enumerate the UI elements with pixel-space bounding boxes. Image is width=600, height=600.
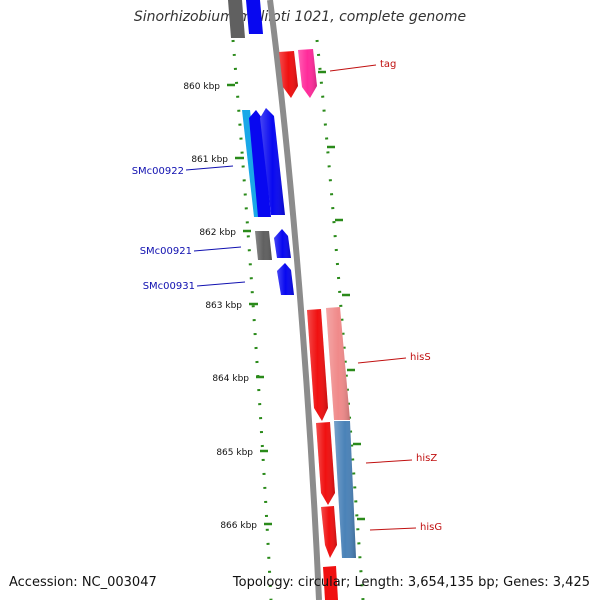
gene-top-gray[interactable] bbox=[228, 0, 245, 38]
tick-865: 865 kbp bbox=[216, 448, 268, 458]
gene-SMc00931-blue[interactable] bbox=[277, 263, 294, 295]
label-SMc00922[interactable]: SMc00922 bbox=[132, 165, 234, 177]
tick-864: 864 kbp bbox=[212, 374, 264, 384]
genome-backbone bbox=[267, 0, 322, 600]
gene-label: SMc00922 bbox=[132, 166, 184, 177]
gene-label: SMc00921 bbox=[140, 246, 192, 257]
gene-bottom-red[interactable] bbox=[323, 566, 338, 600]
gene-label: tag bbox=[380, 59, 396, 70]
label-hisG[interactable]: hisG bbox=[369, 522, 442, 533]
gene-top-blue[interactable] bbox=[246, 0, 263, 34]
gene-hisG-red[interactable] bbox=[321, 506, 337, 558]
gene-label: hisG bbox=[420, 522, 442, 533]
gene-label: hisS bbox=[410, 352, 431, 363]
tick-label: 861 kbp bbox=[191, 155, 228, 165]
tick-866: 866 kbp bbox=[220, 521, 272, 531]
tick-860: 860 kbp bbox=[183, 82, 235, 92]
gene-SMc00922-blue[interactable] bbox=[249, 110, 271, 217]
tick-label: 863 kbp bbox=[205, 301, 242, 311]
tick-label: 860 kbp bbox=[183, 82, 220, 92]
gene-SMc00921-gray[interactable] bbox=[255, 231, 272, 260]
tick-label: 866 kbp bbox=[220, 521, 257, 531]
gene-hisS-red[interactable] bbox=[307, 309, 328, 421]
tick-label: 862 kbp bbox=[199, 228, 236, 238]
label-hisZ[interactable]: hisZ bbox=[365, 453, 437, 464]
genome-title: Sinorhizobium meliloti 1021, complete ge… bbox=[133, 9, 467, 25]
label-SMc00931[interactable]: SMc00931 bbox=[143, 281, 246, 292]
accession-text: Accession: NC_003047 bbox=[9, 575, 157, 590]
label-hisS[interactable]: hisS bbox=[357, 352, 431, 364]
genome-stats-text: Topology: circular; Length: 3,654,135 bp… bbox=[232, 575, 590, 590]
right-ticks bbox=[318, 70, 365, 521]
gene-tag-red[interactable] bbox=[279, 51, 298, 98]
gene-tag-pink[interactable] bbox=[298, 49, 317, 98]
gene-hisS-light-red[interactable] bbox=[326, 307, 350, 420]
gene-label: SMc00931 bbox=[143, 281, 195, 292]
right-dotted-guide bbox=[315, 39, 365, 600]
tick-863: 863 kbp bbox=[205, 301, 258, 311]
label-SMc00921[interactable]: SMc00921 bbox=[140, 246, 242, 257]
gene-label: hisZ bbox=[416, 453, 437, 464]
tick-label: 864 kbp bbox=[212, 374, 249, 384]
gene-hisZ-steel-blue[interactable] bbox=[334, 421, 356, 558]
label-tag[interactable]: tag bbox=[329, 59, 396, 72]
gene-hisZ-red[interactable] bbox=[316, 422, 335, 505]
gene-SMc00922-blue-2[interactable] bbox=[260, 108, 285, 215]
tick-label: 865 kbp bbox=[216, 448, 253, 458]
gene-SMc00921-blue[interactable] bbox=[274, 229, 291, 258]
tick-861: 861 kbp bbox=[191, 155, 244, 165]
tick-862: 862 kbp bbox=[199, 228, 251, 238]
